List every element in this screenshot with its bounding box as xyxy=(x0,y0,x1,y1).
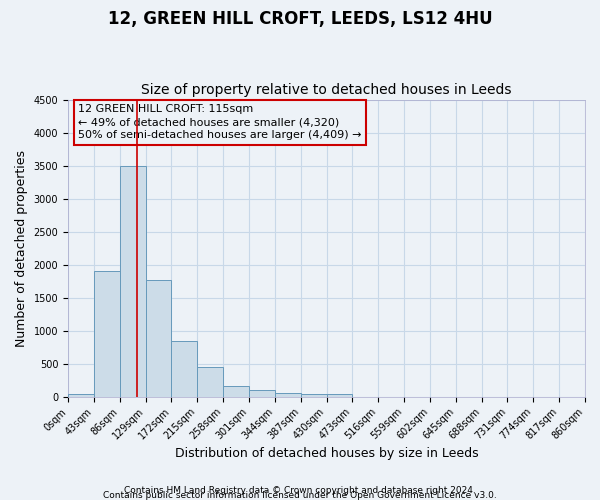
Bar xyxy=(68,394,94,397)
Text: 12, GREEN HILL CROFT, LEEDS, LS12 4HU: 12, GREEN HILL CROFT, LEEDS, LS12 4HU xyxy=(107,10,493,28)
Y-axis label: Number of detached properties: Number of detached properties xyxy=(15,150,28,346)
Bar xyxy=(197,367,223,397)
Bar xyxy=(120,166,146,397)
Bar xyxy=(326,394,352,397)
Bar xyxy=(249,390,275,397)
Text: 12 GREEN HILL CROFT: 115sqm
← 49% of detached houses are smaller (4,320)
50% of : 12 GREEN HILL CROFT: 115sqm ← 49% of det… xyxy=(79,104,362,141)
Bar xyxy=(275,393,301,397)
Bar xyxy=(146,280,172,397)
Text: Contains public sector information licensed under the Open Government Licence v3: Contains public sector information licen… xyxy=(103,491,497,500)
X-axis label: Distribution of detached houses by size in Leeds: Distribution of detached houses by size … xyxy=(175,447,478,460)
Bar xyxy=(94,272,120,397)
Bar xyxy=(172,342,197,397)
Text: Contains HM Land Registry data © Crown copyright and database right 2024.: Contains HM Land Registry data © Crown c… xyxy=(124,486,476,495)
Bar xyxy=(301,394,326,397)
Bar xyxy=(223,386,249,397)
Title: Size of property relative to detached houses in Leeds: Size of property relative to detached ho… xyxy=(141,83,512,97)
